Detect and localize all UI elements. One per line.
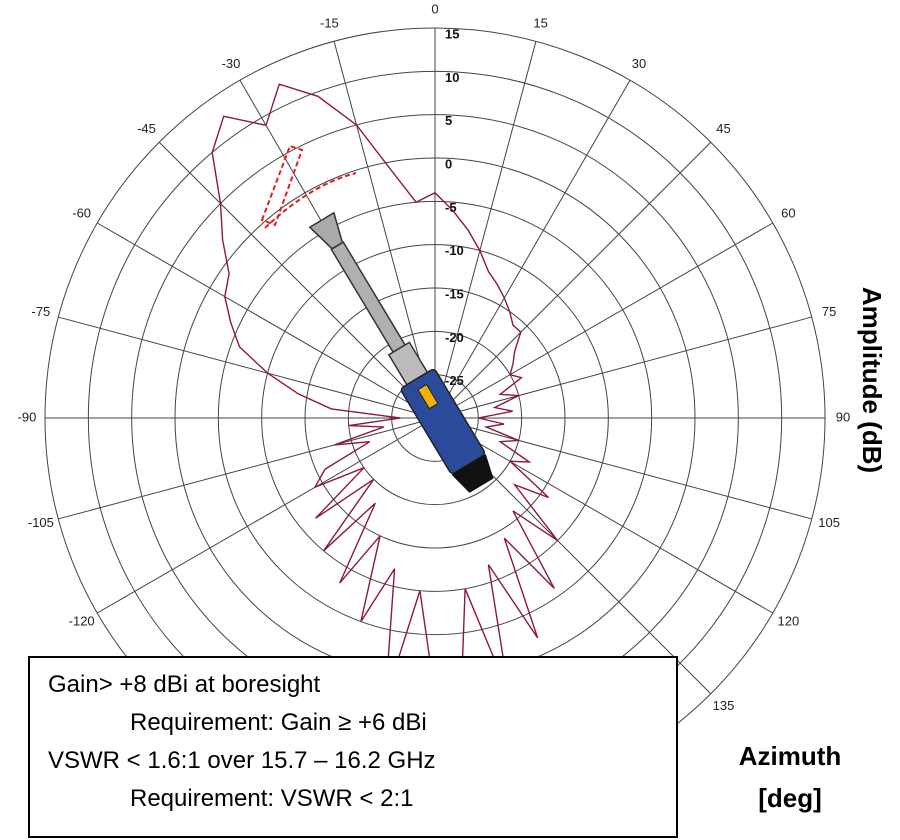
azimuth-label: [deg]: [758, 783, 822, 813]
note-line: Requirement: Gain ≥ +6 dBi: [130, 709, 427, 736]
r-tick-label: -5: [445, 200, 457, 215]
theta-tick-label: 135: [713, 698, 735, 713]
theta-tick-label: 45: [716, 121, 730, 136]
amplitude-label: Amplitude (dB): [857, 287, 887, 473]
r-tick-label: 5: [445, 113, 452, 128]
theta-tick-label: 90: [836, 409, 850, 424]
note-line: VSWR < 1.6:1 over 15.7 – 16.2 GHz: [48, 747, 436, 774]
pattern-line: [211, 83, 559, 713]
r-tick-label: -10: [445, 243, 464, 258]
r-tick-label: 15: [445, 26, 459, 41]
theta-tick-label: 30: [632, 56, 646, 71]
probe-illustration: [260, 144, 494, 493]
r-tick-label: -25: [445, 373, 464, 388]
grid-spoke: [434, 80, 631, 419]
theta-tick-label: -75: [32, 304, 51, 319]
r-tick-label: -15: [445, 286, 464, 301]
theta-tick-label: 105: [818, 515, 840, 530]
theta-tick-label: 0: [431, 1, 438, 16]
theta-tick-label: 75: [822, 304, 836, 319]
theta-tick-label: -45: [137, 121, 156, 136]
highlight-box: [260, 144, 304, 227]
grid-spoke: [434, 141, 712, 419]
highlight-arc: [264, 172, 357, 229]
grid-spoke: [333, 41, 436, 419]
grid-spoke: [97, 417, 436, 614]
probe: [308, 211, 494, 493]
grid-spoke: [434, 417, 812, 520]
theta-tick-label: -30: [222, 56, 241, 71]
annotation-box: Gain> +8 dBi at boresight Requirement: G…: [28, 656, 678, 838]
grid-spoke: [158, 141, 436, 419]
grid-spoke: [97, 222, 436, 419]
theta-tick-label: -15: [320, 15, 339, 30]
plot: [211, 83, 559, 713]
grid-spoke: [434, 222, 773, 419]
note-line: Requirement: VSWR < 2:1: [130, 785, 414, 812]
grid-spoke: [58, 316, 436, 419]
grid-spoke: [434, 417, 773, 614]
theta-tick-label: -120: [69, 613, 95, 628]
grid: -25 -20 -15 -10 -5 0 5 10 15 -120 -105 -90 -75 -60 -45…: [18, 1, 850, 809]
grid-spoke: [434, 41, 537, 419]
theta-tick-label: 15: [533, 15, 547, 30]
r-tick-label: 10: [445, 70, 459, 85]
theta-tick-label: 60: [781, 205, 795, 220]
azimuth-label: Azimuth: [739, 741, 842, 771]
theta-tick-label: 120: [777, 613, 799, 628]
note-line: Gain> +8 dBi at boresight: [48, 671, 321, 698]
r-tick-label: -20: [445, 330, 464, 345]
theta-tick-label: -90: [18, 409, 37, 424]
r-tick-label: 0: [445, 156, 452, 171]
grid-spoke: [58, 417, 436, 520]
grid-spoke: [434, 316, 812, 419]
theta-tick-label: -105: [28, 515, 54, 530]
theta-tick-label: -60: [72, 205, 91, 220]
